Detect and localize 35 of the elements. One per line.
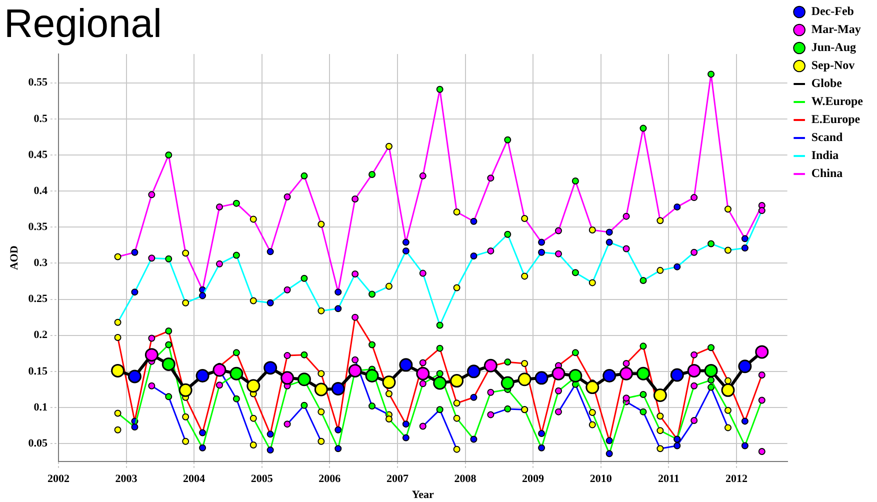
legend-label: Dec-Feb bbox=[811, 4, 854, 18]
y-tick-label: 0.35 bbox=[28, 220, 48, 233]
y-axis-title: AOD bbox=[8, 246, 20, 270]
legend-label: China bbox=[811, 166, 843, 180]
y-tick-label: 0.5 bbox=[34, 112, 48, 125]
legend-label: E.Europe bbox=[811, 112, 861, 126]
y-tick-label: 0.55 bbox=[28, 76, 48, 89]
legend-label: Mar-May bbox=[811, 22, 861, 36]
x-tick-label: 2006 bbox=[318, 473, 342, 486]
legend-label: Jun-Aug bbox=[811, 40, 856, 54]
legend-label: Scand bbox=[811, 130, 843, 144]
x-tick-label: 2005 bbox=[250, 473, 274, 486]
legend-label: India bbox=[811, 148, 839, 162]
y-tick-label: 0.15 bbox=[28, 365, 48, 378]
chart-title: Regional bbox=[4, 2, 162, 46]
legend-label: W.Europe bbox=[811, 94, 864, 108]
x-tick-label: 2011 bbox=[658, 473, 680, 486]
x-tick-label: 2002 bbox=[47, 473, 70, 486]
y-tick-label: 0.25 bbox=[28, 293, 48, 306]
y-tick-label: 0.05 bbox=[28, 437, 48, 450]
legend-label: Sep-Nov bbox=[811, 58, 855, 72]
legend-label: Globe bbox=[811, 76, 843, 90]
x-tick-label: 2010 bbox=[590, 473, 612, 486]
y-tick-label: 0.3 bbox=[34, 257, 48, 270]
x-tick-label: 2007 bbox=[386, 473, 409, 486]
y-tick-label: 0.1 bbox=[34, 401, 48, 414]
x-tick-label: 2012 bbox=[725, 473, 748, 486]
x-tick-label: 2008 bbox=[454, 473, 477, 486]
x-tick-label: 2004 bbox=[183, 473, 206, 486]
x-axis-title: Year bbox=[412, 489, 434, 502]
x-tick-label: 2003 bbox=[115, 473, 138, 486]
y-tick-label: 0.4 bbox=[34, 184, 48, 197]
x-tick-label: 2009 bbox=[522, 473, 545, 486]
y-tick-label: 0.45 bbox=[28, 148, 48, 161]
y-tick-label: 0.2 bbox=[34, 329, 48, 342]
